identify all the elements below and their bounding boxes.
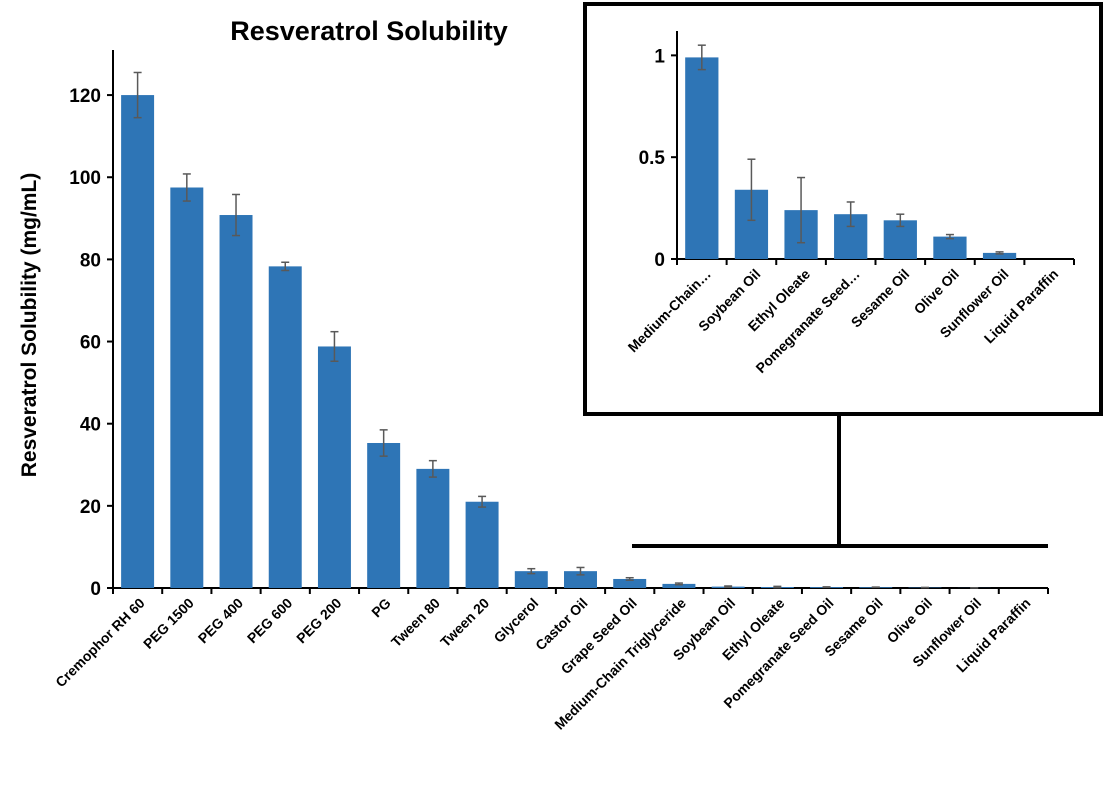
main-category-label: Tween 20 xyxy=(437,595,492,650)
main-bar xyxy=(613,578,647,588)
main-category-label: PEG 400 xyxy=(195,595,247,647)
inset-y-tick-label: 1 xyxy=(654,46,665,67)
main-bar xyxy=(416,468,450,588)
main-bar xyxy=(564,571,597,588)
main-y-tick-label: 60 xyxy=(80,333,101,354)
inset-bar xyxy=(933,236,967,259)
main-bar xyxy=(465,501,499,588)
main-bar xyxy=(219,215,253,588)
main-bar xyxy=(121,95,155,589)
main-category-label: PEG 200 xyxy=(293,595,345,647)
main-category-label: PEG 1500 xyxy=(140,595,197,652)
main-y-tick-label: 0 xyxy=(90,579,101,600)
main-category-label: Olive Oil xyxy=(884,595,935,646)
main-bar xyxy=(514,571,548,588)
main-y-tick-label: 100 xyxy=(69,168,101,189)
inset-frame xyxy=(583,2,1103,416)
main-bar xyxy=(367,442,401,588)
inset-y-tick-label: 0.5 xyxy=(639,148,666,169)
main-category-label: Tween 80 xyxy=(388,595,443,650)
main-bar xyxy=(170,187,204,588)
main-bar xyxy=(268,266,302,588)
inset-bar xyxy=(685,57,719,260)
main-y-tick-label: 20 xyxy=(80,497,101,518)
main-bar xyxy=(662,583,696,588)
main-y-tick-label: 40 xyxy=(80,415,101,436)
main-category-label: Cremophor RH 60 xyxy=(52,595,148,691)
main-y-tick-label: 80 xyxy=(80,250,101,271)
main-category-label: PG xyxy=(368,595,394,621)
inset-y-tick-label: 0 xyxy=(654,250,665,271)
main-y-tick-label: 120 xyxy=(69,86,101,107)
main-bar xyxy=(317,346,351,588)
main-category-label: Glycerol xyxy=(490,595,541,646)
chart-title: Resveratrol Solubility xyxy=(230,16,508,46)
y-axis-title: Resveratrol Solubility (mg/mL) xyxy=(18,173,41,478)
main-category-label: PEG 600 xyxy=(244,595,296,647)
inset-bar xyxy=(982,252,1017,259)
